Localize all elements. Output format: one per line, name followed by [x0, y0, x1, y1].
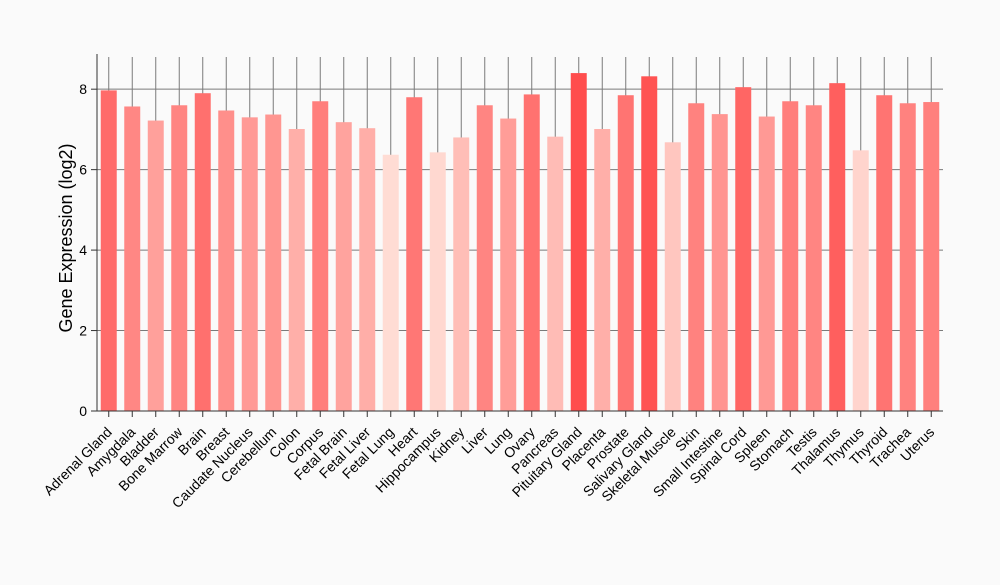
bar-amygdala	[124, 106, 141, 411]
bar-fetal-brain	[335, 122, 352, 412]
y-tick-label: 2	[79, 323, 87, 339]
y-tick-label: 0	[79, 403, 87, 419]
bar-adrenal-gland	[100, 90, 117, 411]
bar-skin	[688, 103, 705, 411]
bar-fetal-lung	[382, 154, 399, 411]
bar-cerebellum	[265, 114, 282, 411]
bar-stomach	[782, 101, 799, 411]
bar-pancreas	[547, 136, 564, 411]
bar-lung	[500, 118, 517, 412]
bar-corpus	[312, 101, 329, 411]
bar-liver	[476, 105, 493, 412]
bar-thalamus	[829, 83, 846, 412]
bar-colon	[288, 129, 305, 411]
bar-small-intestine	[711, 114, 728, 412]
y-axis-label: Gene Expression (log2)	[56, 143, 76, 332]
bar-bladder	[147, 120, 164, 411]
bar-salivary-gland	[641, 76, 658, 411]
bar-skeletal-muscle	[664, 142, 681, 411]
bar-trachea	[899, 103, 916, 411]
bar-breast	[218, 110, 235, 411]
bar-uterus	[923, 102, 940, 412]
bar-thymus	[852, 150, 869, 411]
bar-pituitary-gland	[570, 73, 587, 411]
bar-fetal-liver	[359, 128, 376, 411]
bar-kidney	[453, 137, 470, 411]
bar-heart	[406, 97, 423, 411]
bar-thyroid	[876, 95, 893, 411]
bar-testis	[805, 105, 822, 412]
y-tick-label: 4	[79, 242, 87, 258]
y-tick-label: 6	[79, 162, 87, 178]
bar-bone-marrow	[171, 105, 188, 412]
bar-brain	[194, 93, 211, 411]
bar-caudate-nucleus	[241, 117, 258, 411]
bar-spinal-cord	[735, 87, 752, 412]
bar-hippocampus	[429, 152, 446, 411]
y-tick-label: 8	[79, 81, 87, 97]
bar-prostate	[617, 95, 634, 411]
bar-ovary	[523, 94, 540, 411]
bar-placenta	[594, 129, 611, 411]
bar-spleen	[758, 116, 775, 411]
